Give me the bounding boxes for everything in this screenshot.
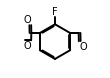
Text: F: F xyxy=(52,7,58,17)
Text: O: O xyxy=(79,42,87,52)
Text: O: O xyxy=(23,15,31,25)
Text: O: O xyxy=(23,41,31,51)
